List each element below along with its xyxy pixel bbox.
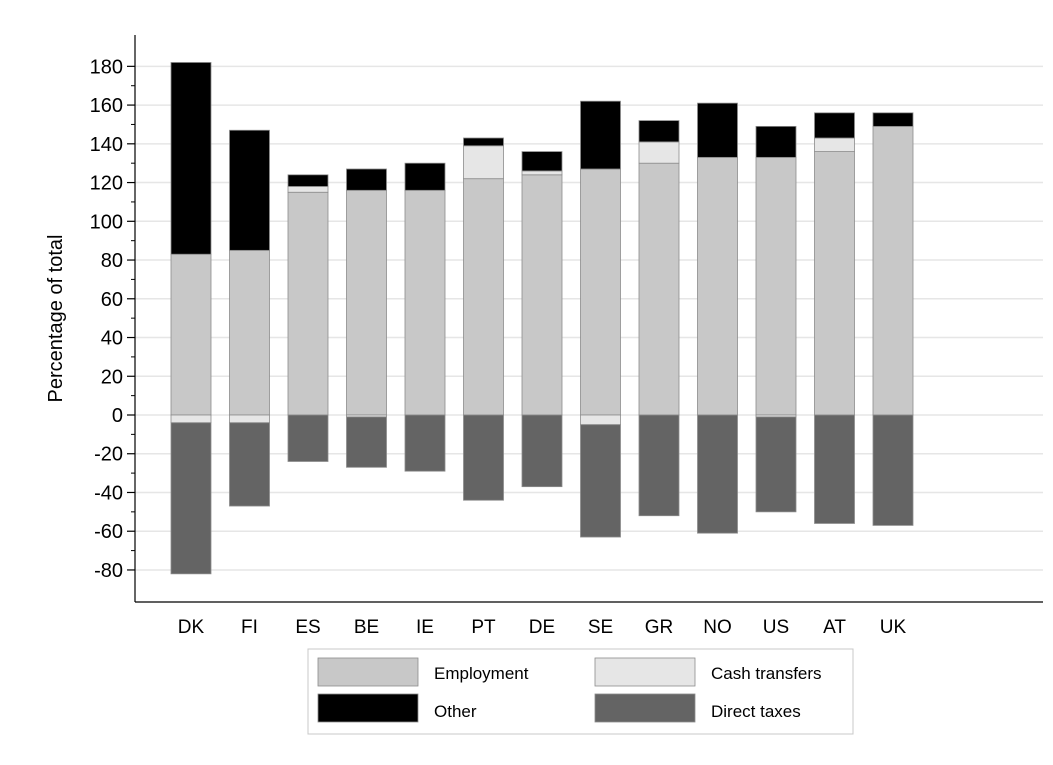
x-tick-label: IE: [416, 617, 434, 638]
x-tick-label: BE: [354, 617, 379, 638]
bar-other-de: [521, 151, 563, 172]
x-tick-label: UK: [880, 617, 907, 638]
bar-other-pt: [463, 137, 504, 147]
bar-employment-no: [697, 156, 738, 416]
bar-employment-de: [521, 174, 563, 416]
y-tick-label: 20: [101, 366, 123, 388]
bar-other-at: [814, 112, 855, 139]
legend-label-cash-transfers: Cash transfers: [711, 664, 822, 683]
y-axis-label: Percentage of total: [45, 235, 67, 403]
bar-cash-transfers-neg-dk: [170, 414, 212, 424]
y-tick-label: 140: [90, 134, 123, 156]
bar-cash-transfers-es: [287, 186, 329, 193]
bar-other-se: [580, 100, 621, 170]
bar-direct-taxes-neg-no: [697, 414, 738, 534]
bar-other-ie: [404, 162, 446, 191]
bar-other-be: [346, 168, 387, 191]
y-tick-label: 40: [101, 328, 123, 350]
bar-direct-taxes-neg-de: [521, 414, 563, 488]
legend-label-other: Other: [434, 702, 477, 721]
y-axis: -80 -60 -40 -20 0 20 40 60 80 100 120 140 160 180: [90, 35, 136, 602]
legend-swatch-other: [317, 693, 419, 723]
bar-employment-es: [287, 191, 329, 416]
legend-label-employment: Employment: [434, 664, 529, 683]
x-tick-label: FI: [241, 617, 258, 638]
x-tick-label: GR: [645, 617, 674, 638]
bar-employment-at: [814, 151, 855, 416]
bar-employment-se: [580, 168, 621, 416]
y-tick-label: 160: [90, 95, 123, 117]
x-tick-label: AT: [823, 617, 846, 638]
bar-employment-fi: [229, 249, 270, 416]
y-tick-label: -20: [94, 444, 123, 466]
bar-cash-transfers-pt: [463, 145, 504, 180]
bar-employment-us: [755, 156, 797, 416]
bar-employment-pt: [463, 178, 504, 416]
bar-employment-dk: [170, 253, 212, 416]
bar-cash-transfers-at: [814, 137, 855, 152]
y-tick-label: 60: [101, 289, 123, 311]
bar-other-us: [755, 125, 797, 158]
bar-employment-uk: [872, 125, 914, 416]
bar-direct-taxes-neg-se: [580, 424, 621, 538]
bar-direct-taxes-neg-fi: [229, 422, 270, 507]
x-tick-label: DE: [529, 617, 555, 638]
legend-swatch-direct-taxes: [594, 693, 696, 723]
bar-direct-taxes-neg-dk: [170, 422, 212, 575]
x-axis: DK FI ES BE IE PT DE SE GR NO US AT UK: [135, 601, 1043, 638]
bar-other-no: [697, 102, 738, 158]
y-tick-label: 80: [101, 250, 123, 272]
bar-direct-taxes-neg-us: [755, 416, 797, 513]
legend-label-direct-taxes: Direct taxes: [711, 702, 801, 721]
y-tick-label: -40: [94, 482, 123, 504]
bar-other-fi: [229, 129, 270, 251]
x-tick-label: NO: [703, 617, 732, 638]
bar-direct-taxes-neg-pt: [463, 414, 504, 501]
y-tick-label: 0: [112, 405, 123, 427]
y-tick-label: -80: [94, 560, 123, 582]
x-tick-label: ES: [295, 617, 320, 638]
bar-other-uk: [872, 112, 914, 127]
x-tick-label: SE: [588, 617, 613, 638]
legend-swatch-cash-transfers: [594, 657, 696, 687]
bar-employment-ie: [404, 189, 446, 416]
bar-cash-transfers-gr: [638, 141, 680, 164]
x-tick-label: PT: [471, 617, 496, 638]
y-tick-label: 180: [90, 56, 123, 78]
bar-direct-taxes-neg-ie: [404, 414, 446, 472]
bar-other-es: [287, 174, 329, 187]
bar-cash-transfers-neg-se: [580, 414, 621, 426]
bar-other-dk: [170, 62, 212, 255]
bar-direct-taxes-neg-uk: [872, 414, 914, 526]
x-tick-label: US: [763, 617, 789, 638]
bar-direct-taxes-neg-gr: [638, 414, 680, 517]
bar-direct-taxes-neg-at: [814, 414, 855, 524]
y-tick-label: 100: [90, 211, 123, 233]
bar-employment-gr: [638, 162, 680, 416]
legend-swatch-employment: [317, 657, 419, 687]
bar-direct-taxes-neg-es: [287, 414, 329, 462]
bar-other-gr: [638, 120, 680, 143]
legend: Employment Cash transfers Other Direct taxe…: [307, 648, 854, 735]
bar-employment-be: [346, 189, 387, 416]
bar-cash-transfers-neg-fi: [229, 414, 270, 424]
bar-direct-taxes-neg-be: [346, 416, 387, 468]
bars: [170, 62, 914, 575]
y-tick-label: 120: [90, 173, 123, 195]
y-tick-label: -60: [94, 521, 123, 543]
x-tick-label: DK: [178, 617, 205, 638]
bar-cash-transfers-de: [521, 170, 563, 176]
